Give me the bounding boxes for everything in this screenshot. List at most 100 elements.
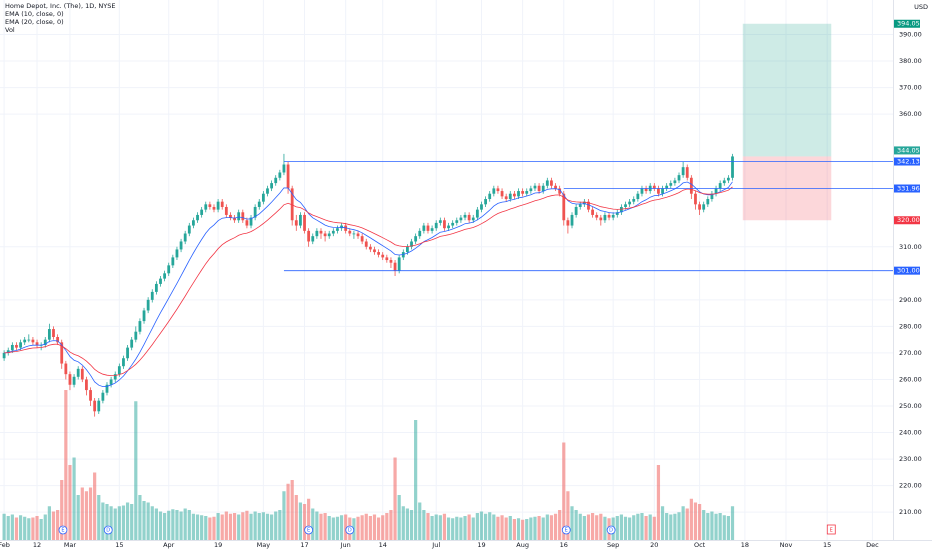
event-marker: [606, 525, 616, 535]
volume-bar: [204, 516, 208, 540]
candle-body: [2, 352, 6, 359]
candle-body: [689, 177, 693, 194]
volume-bar: [175, 510, 179, 540]
volume-bar: [459, 517, 463, 540]
candle-body: [636, 193, 640, 200]
volume-bar: [195, 514, 200, 540]
volume-bar: [286, 483, 290, 540]
volume-bar: [714, 513, 718, 540]
candle-body: [434, 222, 438, 229]
volume-bar: [200, 515, 204, 540]
volume-bar: [562, 442, 566, 540]
candle-body: [652, 185, 656, 189]
volume-bar: [84, 491, 89, 540]
volume-bar: [311, 508, 315, 540]
candle-body: [471, 217, 475, 221]
candle-body: [35, 342, 39, 345]
volume-bar: [10, 514, 14, 540]
volume-bar: [372, 514, 377, 540]
y-tick-label: 390.00: [899, 30, 922, 38]
volume-bar: [23, 516, 27, 540]
volume-bar: [228, 513, 233, 540]
candle-body: [150, 291, 154, 300]
candle-body: [373, 249, 376, 253]
candle-body: [311, 236, 315, 242]
volume-bar: [154, 508, 158, 540]
candle-body: [422, 225, 426, 231]
candle-body: [685, 167, 689, 178]
volume-bar: [360, 515, 364, 540]
candle-body: [714, 188, 718, 194]
volume-bar: [6, 516, 10, 540]
event-marker: [304, 525, 314, 535]
volume-bar: [368, 516, 372, 540]
volume-bar: [253, 511, 257, 540]
volume-bar: [47, 506, 51, 540]
candle-body: [657, 188, 660, 194]
candle-body: [327, 233, 331, 237]
y-tick-label: 370.00: [899, 84, 922, 92]
event-label: E: [61, 528, 64, 534]
volume-bar: [76, 495, 80, 540]
candle-body: [113, 374, 117, 380]
candle-body: [323, 233, 327, 237]
candle-body: [134, 331, 138, 340]
legend-indicator: EMA (20, close, 0): [5, 18, 64, 26]
y-tick-label: 210.00: [899, 508, 922, 516]
volume-bar: [628, 517, 632, 540]
volume-bar: [167, 510, 171, 540]
volume-bar: [339, 515, 344, 540]
candle-body: [261, 193, 265, 202]
volume-bar: [105, 504, 109, 540]
legend-indicator: EMA (10, close, 0): [5, 10, 64, 18]
x-tick-label: Oct: [694, 541, 706, 549]
candle-body: [253, 206, 257, 218]
volume-bar: [504, 517, 508, 540]
candle-body: [504, 196, 508, 200]
candle-body: [10, 344, 14, 351]
candle-body: [282, 164, 286, 173]
price-label-box: [894, 266, 920, 275]
candle-body: [348, 230, 352, 234]
candle-body: [130, 339, 134, 348]
volume-bar: [389, 510, 393, 540]
volume-bar: [183, 508, 187, 540]
volume-bar: [521, 519, 525, 540]
candle-body: [706, 199, 710, 205]
volume-bar: [39, 519, 43, 540]
candle-body: [545, 180, 549, 186]
event-marker: [826, 524, 836, 535]
volume-bar: [64, 390, 68, 540]
event-label: D: [348, 528, 352, 534]
position-target-zone: [742, 23, 832, 157]
volume-bar: [508, 516, 512, 540]
candle-body: [212, 206, 216, 210]
candle-body: [286, 164, 290, 189]
candle-body: [529, 188, 533, 192]
volume-bar: [697, 504, 702, 540]
volume-bar: [710, 511, 714, 540]
stop-label: 320.00: [897, 216, 920, 224]
candle-body: [229, 214, 232, 218]
volume-bar: [274, 511, 278, 540]
legend-title: Home Depot, Inc. (The), 1D, NYSE: [5, 2, 115, 10]
x-tick-label: May: [257, 541, 271, 549]
candle-body: [438, 220, 442, 223]
volume-bar: [636, 513, 640, 540]
candle-body: [97, 400, 101, 412]
volume-bar: [385, 513, 389, 540]
candle-body: [430, 228, 434, 231]
candle-body: [513, 193, 516, 197]
volume-bar: [426, 513, 430, 540]
volume-bar: [216, 513, 220, 540]
volume-bar: [125, 502, 130, 540]
candle-body: [525, 191, 529, 194]
volume-bar: [623, 516, 628, 540]
volume-bar: [512, 519, 517, 540]
candle-body: [31, 339, 35, 343]
candle-body: [159, 278, 162, 284]
volume-bar: [677, 512, 681, 540]
volume-bar: [660, 506, 665, 540]
candle-body: [183, 233, 187, 242]
